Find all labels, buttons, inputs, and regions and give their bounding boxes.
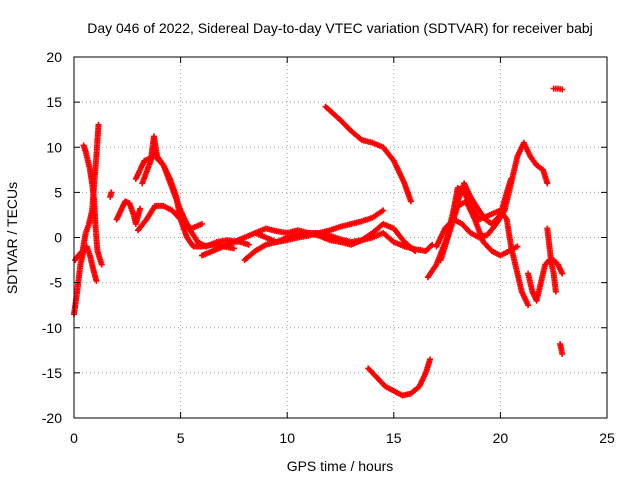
data-point bbox=[98, 261, 105, 268]
data-point bbox=[429, 241, 436, 248]
y-tick-label: -15 bbox=[42, 365, 62, 381]
data-point bbox=[407, 198, 414, 205]
y-tick-label: 10 bbox=[46, 139, 62, 155]
x-tick-label: 25 bbox=[599, 430, 615, 446]
data-point bbox=[544, 180, 551, 187]
y-tick-label: 5 bbox=[54, 184, 62, 200]
axis-ticks: 0 5 10 15 20 25 -20 -15 -10 -5 0 5 10 15 20 bbox=[42, 49, 615, 446]
x-axis-label: GPS time / hours bbox=[287, 458, 394, 474]
data-point bbox=[514, 243, 521, 250]
data-point bbox=[198, 220, 205, 227]
data-points bbox=[71, 85, 566, 399]
y-axis-label: SDTVAR / TECUs bbox=[4, 182, 20, 294]
y-tick-label: 20 bbox=[46, 49, 62, 65]
data-point bbox=[95, 121, 102, 128]
grid bbox=[74, 57, 607, 418]
y-tick-label: -20 bbox=[42, 410, 62, 426]
data-point bbox=[412, 248, 419, 255]
data-point bbox=[552, 288, 559, 295]
data-point bbox=[559, 270, 566, 277]
data-point bbox=[559, 86, 566, 93]
y-tick-label: 0 bbox=[54, 230, 62, 246]
data-point bbox=[245, 241, 252, 248]
data-point bbox=[108, 189, 115, 196]
data-point bbox=[93, 277, 100, 284]
chart-title: Day 046 of 2022, Sidereal Day-to-day VTE… bbox=[87, 20, 593, 36]
data-point bbox=[508, 175, 515, 182]
x-tick-label: 15 bbox=[386, 430, 402, 446]
data-point bbox=[559, 350, 566, 357]
data-point bbox=[525, 302, 532, 309]
x-tick-label: 5 bbox=[177, 430, 185, 446]
data-point bbox=[427, 356, 434, 363]
x-tick-label: 0 bbox=[70, 430, 78, 446]
y-tick-label: 15 bbox=[46, 94, 62, 110]
data-point bbox=[137, 205, 144, 212]
x-tick-label: 20 bbox=[493, 430, 509, 446]
y-tick-label: -10 bbox=[42, 320, 62, 336]
data-point bbox=[380, 207, 387, 214]
y-tick-label: -5 bbox=[50, 275, 63, 291]
x-tick-label: 10 bbox=[279, 430, 295, 446]
data-point bbox=[230, 245, 237, 252]
